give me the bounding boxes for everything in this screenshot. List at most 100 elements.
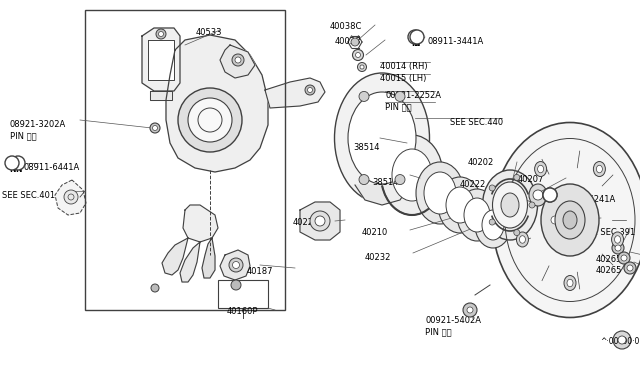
Ellipse shape — [516, 232, 529, 247]
Circle shape — [395, 92, 405, 102]
Text: PIN ビン: PIN ビン — [385, 102, 412, 111]
Polygon shape — [202, 238, 215, 278]
Ellipse shape — [493, 182, 527, 228]
Polygon shape — [162, 238, 188, 275]
Text: 00921-2252A: 00921-2252A — [385, 91, 441, 100]
Circle shape — [229, 258, 243, 272]
Circle shape — [612, 242, 624, 254]
Ellipse shape — [501, 193, 519, 217]
Ellipse shape — [446, 187, 474, 223]
Bar — [218, 280, 268, 308]
Circle shape — [150, 123, 160, 133]
Ellipse shape — [567, 279, 573, 287]
Text: 40227: 40227 — [293, 218, 319, 227]
Ellipse shape — [416, 162, 464, 224]
Circle shape — [533, 190, 543, 200]
Ellipse shape — [541, 184, 599, 256]
Text: 40264: 40264 — [553, 215, 579, 224]
Polygon shape — [148, 40, 174, 80]
Circle shape — [410, 30, 424, 44]
Ellipse shape — [614, 236, 621, 243]
Ellipse shape — [564, 276, 576, 291]
Ellipse shape — [464, 198, 490, 232]
Circle shape — [543, 188, 557, 202]
Text: 40207: 40207 — [518, 175, 545, 184]
Ellipse shape — [538, 165, 543, 173]
Circle shape — [463, 303, 477, 317]
Circle shape — [232, 262, 239, 269]
Circle shape — [359, 92, 369, 102]
Polygon shape — [150, 91, 172, 100]
Text: 38514: 38514 — [353, 143, 380, 152]
Text: 40160P: 40160P — [227, 307, 259, 316]
Circle shape — [11, 156, 25, 170]
Polygon shape — [183, 205, 218, 242]
Circle shape — [408, 30, 422, 44]
Text: SEE SEC.391: SEE SEC.391 — [582, 228, 636, 237]
Ellipse shape — [392, 149, 432, 201]
Circle shape — [624, 262, 636, 274]
Polygon shape — [220, 45, 255, 78]
Text: 40038: 40038 — [335, 37, 362, 46]
Ellipse shape — [520, 236, 525, 243]
Text: 08911-6441A: 08911-6441A — [23, 163, 79, 172]
Polygon shape — [180, 242, 200, 282]
Ellipse shape — [381, 135, 443, 215]
Circle shape — [188, 98, 232, 142]
Text: N: N — [412, 39, 419, 48]
Text: ^·00*00·0: ^·00*00·0 — [600, 337, 639, 346]
Circle shape — [151, 284, 159, 292]
Circle shape — [618, 252, 630, 264]
Circle shape — [64, 190, 78, 204]
Polygon shape — [355, 185, 410, 205]
Polygon shape — [166, 35, 268, 172]
Circle shape — [310, 211, 330, 231]
Text: N: N — [547, 198, 553, 206]
Polygon shape — [300, 202, 340, 240]
Text: 40222: 40222 — [460, 180, 486, 189]
Text: SEE SEC.401: SEE SEC.401 — [2, 191, 55, 200]
Ellipse shape — [596, 165, 602, 173]
Text: 40265E: 40265E — [596, 255, 628, 264]
Circle shape — [353, 49, 364, 61]
Ellipse shape — [438, 177, 482, 233]
Text: SEE SEC.440: SEE SEC.440 — [450, 118, 503, 127]
Polygon shape — [220, 250, 250, 280]
Circle shape — [551, 216, 559, 224]
Ellipse shape — [493, 122, 640, 317]
Circle shape — [235, 57, 241, 63]
Text: N: N — [15, 166, 21, 174]
Circle shape — [152, 125, 157, 131]
Circle shape — [514, 174, 520, 180]
Ellipse shape — [483, 170, 538, 240]
Text: 38514: 38514 — [372, 178, 399, 187]
Bar — [85, 10, 285, 310]
Text: 40533: 40533 — [196, 28, 223, 37]
Ellipse shape — [548, 211, 562, 229]
Text: N: N — [413, 39, 420, 48]
Text: N: N — [9, 166, 15, 174]
Text: 40014 (RH): 40014 (RH) — [380, 62, 428, 71]
Ellipse shape — [529, 184, 547, 206]
Ellipse shape — [424, 172, 456, 214]
Circle shape — [621, 255, 627, 261]
Ellipse shape — [563, 211, 577, 229]
Polygon shape — [55, 180, 86, 215]
Text: 40187: 40187 — [247, 267, 273, 276]
Ellipse shape — [475, 202, 511, 248]
Ellipse shape — [482, 210, 504, 240]
Ellipse shape — [534, 161, 547, 177]
Circle shape — [543, 188, 557, 202]
Circle shape — [156, 29, 166, 39]
Circle shape — [178, 88, 242, 152]
Text: 40038C: 40038C — [330, 22, 362, 31]
Text: 40202: 40202 — [468, 158, 494, 167]
Text: PIN ビン: PIN ビン — [10, 131, 36, 140]
Ellipse shape — [335, 73, 429, 203]
Circle shape — [358, 62, 367, 71]
Circle shape — [489, 185, 495, 191]
Circle shape — [613, 331, 631, 349]
Circle shape — [159, 32, 163, 36]
Ellipse shape — [457, 189, 497, 241]
Circle shape — [231, 280, 241, 290]
